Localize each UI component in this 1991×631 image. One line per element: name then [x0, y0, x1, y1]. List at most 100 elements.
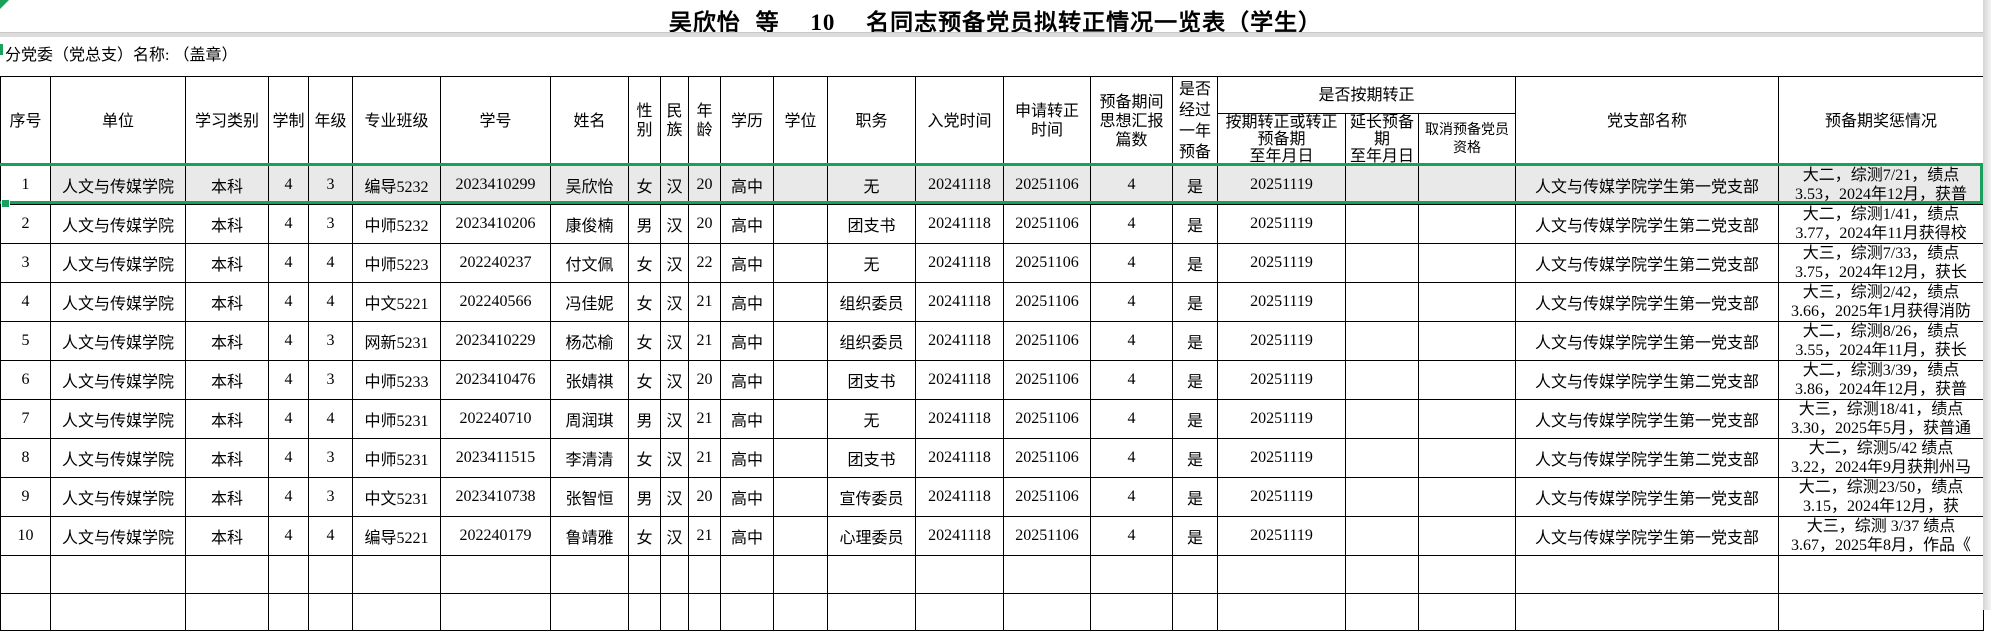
cell-reports[interactable]: 4 — [1090, 282, 1173, 322]
cell-extend[interactable] — [1345, 360, 1419, 400]
cell-remark[interactable]: 大二，综测7/21，绩点 3.53，2024年12月，获普 — [1778, 165, 1985, 205]
col-group-on-time[interactable]: 是否按期转正 — [1216, 76, 1517, 114]
cell-age[interactable]: 21 — [688, 438, 721, 478]
cell-name[interactable]: 付文佩 — [550, 243, 629, 283]
col-header-remark[interactable]: 预备期奖惩情况 — [1778, 76, 1985, 166]
cell-gender[interactable]: 女 — [628, 516, 661, 556]
cell-name[interactable] — [550, 555, 629, 594]
cell-grade[interactable]: 3 — [308, 477, 353, 517]
cell-extend[interactable] — [1345, 516, 1419, 556]
cell-position[interactable]: 宣传委员 — [827, 477, 916, 517]
cell-student-id[interactable]: 202240566 — [440, 282, 551, 322]
cell-on-time-date[interactable]: 20251119 — [1217, 321, 1346, 361]
cell-apply-date[interactable]: 20251106 — [1003, 438, 1091, 478]
cell-branch[interactable]: 人文与传媒学院学生第二党支部 — [1515, 243, 1780, 283]
cell-branch[interactable]: 人文与传媒学院学生第一党支部 — [1515, 321, 1780, 361]
cell-reports[interactable] — [1090, 555, 1173, 594]
cell-years[interactable]: 4 — [268, 204, 309, 244]
cell-unit[interactable]: 人文与传媒学院 — [50, 282, 186, 322]
cell-name[interactable]: 康俊楠 — [550, 204, 629, 244]
cell-join-date[interactable]: 20241118 — [915, 282, 1004, 322]
cell-gender[interactable]: 男 — [628, 477, 661, 517]
cell-gender[interactable]: 男 — [628, 399, 661, 439]
cell-degree[interactable] — [773, 592, 828, 631]
cell-grade[interactable]: 4 — [308, 243, 353, 283]
cell-one-year[interactable]: 是 — [1172, 360, 1218, 400]
col-header-unit[interactable]: 单位 — [50, 76, 186, 166]
col-header-reports[interactable]: 预备期间 思想汇报 篇数 — [1090, 76, 1173, 166]
cell-one-year[interactable]: 是 — [1172, 438, 1218, 478]
cell-join-date[interactable]: 20241118 — [915, 360, 1004, 400]
cell-grade[interactable]: 3 — [308, 165, 353, 205]
cell-education[interactable]: 高中 — [720, 438, 774, 478]
cell-age[interactable]: 20 — [688, 477, 721, 517]
cell-branch[interactable]: 人文与传媒学院学生第二党支部 — [1515, 204, 1780, 244]
cell-student-id[interactable]: 202240710 — [440, 399, 551, 439]
cell-on-time-date[interactable]: 20251119 — [1217, 360, 1346, 400]
cell-extend[interactable] — [1345, 438, 1419, 478]
cell-seq[interactable] — [0, 555, 51, 594]
cell-grade[interactable]: 3 — [308, 321, 353, 361]
cell-apply-date[interactable]: 20251106 — [1003, 516, 1091, 556]
col-header-apply-date[interactable]: 申请转正 时间 — [1003, 76, 1091, 166]
cell-join-date[interactable] — [915, 555, 1004, 594]
cell-join-date[interactable]: 20241118 — [915, 243, 1004, 283]
cell-branch[interactable]: 人文与传媒学院学生第一党支部 — [1515, 165, 1780, 205]
cell-education[interactable]: 高中 — [720, 321, 774, 361]
col-header-years[interactable]: 学制 — [268, 76, 309, 166]
cell-category[interactable]: 本科 — [185, 477, 269, 517]
cell-position[interactable]: 组织委员 — [827, 321, 916, 361]
cell-student-id[interactable] — [440, 555, 551, 594]
cell-branch[interactable]: 人文与传媒学院学生第一党支部 — [1515, 282, 1780, 322]
cell-degree[interactable] — [773, 165, 828, 205]
cell-position[interactable]: 团支书 — [827, 204, 916, 244]
cell-on-time-date[interactable]: 20251119 — [1217, 282, 1346, 322]
fill-handle[interactable] — [1, 199, 10, 208]
cell-name[interactable]: 李清清 — [550, 438, 629, 478]
cell-gender[interactable]: 女 — [628, 360, 661, 400]
cell-cancel[interactable] — [1417, 555, 1517, 594]
col-header-class[interactable]: 专业班级 — [352, 76, 441, 166]
cell-grade[interactable]: 4 — [308, 399, 353, 439]
cell-years[interactable]: 4 — [268, 438, 309, 478]
cell-unit[interactable]: 人文与传媒学院 — [50, 204, 186, 244]
cell-seq[interactable]: 8 — [0, 438, 51, 478]
col-header-join-date[interactable]: 入党时间 — [915, 76, 1004, 166]
cell-unit[interactable] — [50, 592, 186, 631]
cell-class[interactable] — [352, 555, 441, 594]
cell-category[interactable]: 本科 — [185, 399, 269, 439]
cell-gender[interactable]: 女 — [628, 282, 661, 322]
cell-extend[interactable] — [1345, 204, 1419, 244]
cell-gender[interactable]: 女 — [628, 243, 661, 283]
cell-unit[interactable]: 人文与传媒学院 — [50, 360, 186, 400]
cell-reports[interactable]: 4 — [1090, 165, 1173, 205]
cell-education[interactable]: 高中 — [720, 204, 774, 244]
col-header-branch[interactable]: 党支部名称 — [1515, 76, 1780, 166]
cell-grade[interactable]: 3 — [308, 204, 353, 244]
cell-years[interactable]: 4 — [268, 321, 309, 361]
cell-reports[interactable]: 4 — [1090, 243, 1173, 283]
cell-remark[interactable]: 大二，综测8/26，绩点 3.55，2024年11月，获长 — [1778, 321, 1985, 361]
cell-on-time-date[interactable]: 20251119 — [1217, 438, 1346, 478]
cell-grade[interactable]: 4 — [308, 282, 353, 322]
col-header-category[interactable]: 学习类别 — [185, 76, 269, 166]
cell-one-year[interactable] — [1172, 592, 1218, 631]
col-header-student-id[interactable]: 学号 — [440, 76, 551, 166]
cell-age[interactable]: 22 — [688, 243, 721, 283]
cell-reports[interactable]: 4 — [1090, 477, 1173, 517]
cell-category[interactable]: 本科 — [185, 282, 269, 322]
cell-category[interactable]: 本科 — [185, 438, 269, 478]
cell-position[interactable]: 组织委员 — [827, 282, 916, 322]
col-header-position[interactable]: 职务 — [827, 76, 916, 166]
cell-education[interactable]: 高中 — [720, 360, 774, 400]
cell-class[interactable]: 中师5231 — [352, 399, 441, 439]
col-header-grade[interactable]: 年级 — [308, 76, 353, 166]
cell-name[interactable]: 周润琪 — [550, 399, 629, 439]
cell-join-date[interactable]: 20241118 — [915, 438, 1004, 478]
cell-apply-date[interactable]: 20251106 — [1003, 477, 1091, 517]
cell-age[interactable] — [688, 592, 721, 631]
cell-name[interactable]: 张智恒 — [550, 477, 629, 517]
cell-education[interactable]: 高中 — [720, 477, 774, 517]
cell-years[interactable]: 4 — [268, 282, 309, 322]
cell-position[interactable]: 团支书 — [827, 438, 916, 478]
